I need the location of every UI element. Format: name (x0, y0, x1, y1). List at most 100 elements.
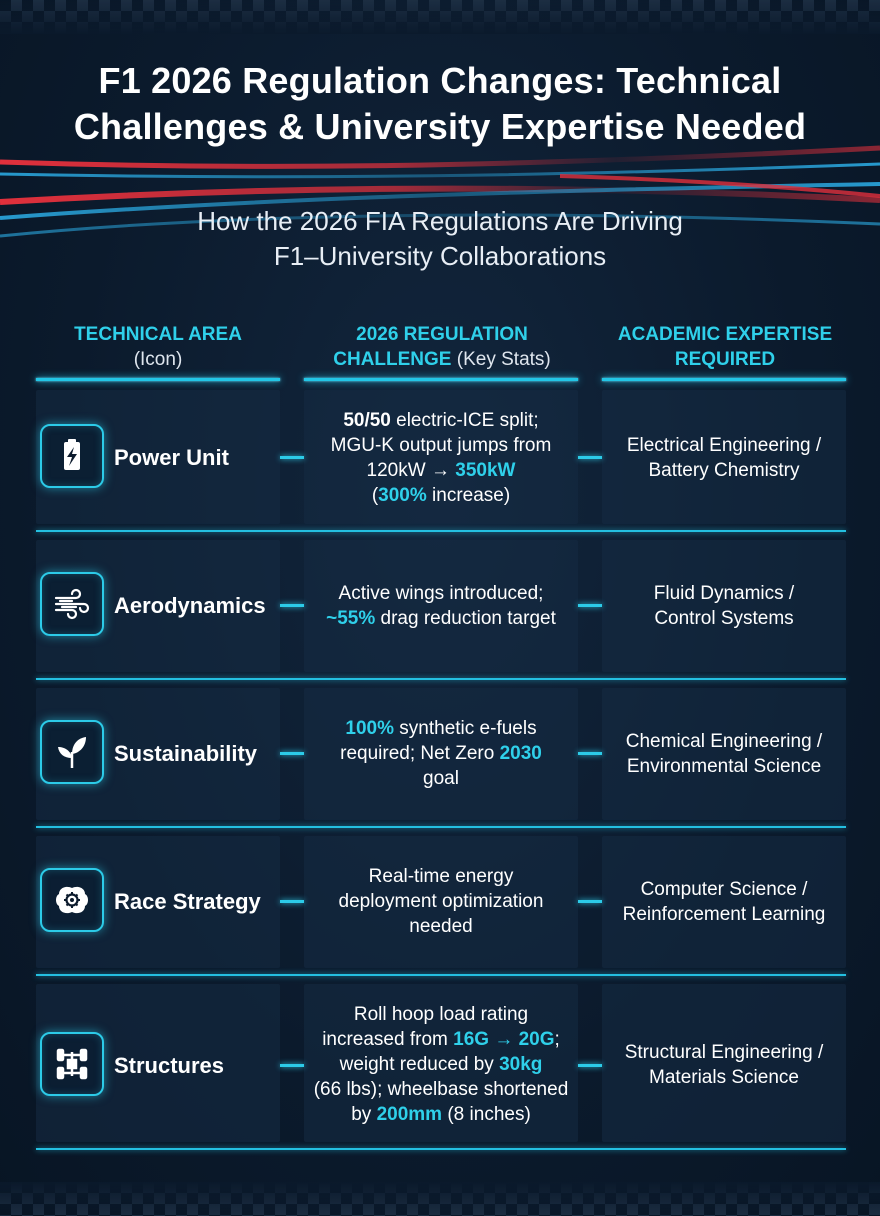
text-fragment: goal (423, 768, 459, 789)
row-expertise-text: Chemical Engineering / Environmental Sci… (604, 729, 844, 779)
stat-highlight: 200mm (376, 1104, 443, 1125)
row-divider (36, 974, 846, 976)
row-challenge-text: Active wings introduced; ~55% drag reduc… (306, 581, 576, 631)
row-area-label: Race Strategy (114, 889, 261, 914)
row-divider (36, 678, 846, 680)
connector-line (578, 456, 602, 459)
title-line-1: F1 2026 Regulation Changes: Technical (98, 60, 782, 101)
row-expertise-text: Electrical Engineering / Battery Chemist… (604, 433, 844, 483)
row-area-label: Power Unit (114, 445, 229, 470)
column-header-technical-area: TECHNICAL AREA (Icon) (36, 322, 280, 372)
text-fragment: increase) (426, 485, 511, 506)
cell-background (304, 984, 578, 1142)
chassis-icon (40, 1032, 104, 1096)
column-header-expertise-line2: REQUIRED (674, 349, 776, 370)
expertise-line: Battery Chemistry (648, 460, 800, 481)
text-fragment: (8 inches) (442, 1104, 531, 1125)
row-divider (36, 1148, 846, 1150)
column-header-area-note: (Icon) (133, 349, 183, 370)
header-underline-area (36, 378, 280, 381)
title-line-2: Challenges & University Expertise Needed (73, 106, 807, 147)
stat-highlight: 50/50 (343, 410, 391, 431)
subtitle-line-2: F1–University Collaborations (273, 241, 607, 271)
connector-line (280, 604, 304, 607)
column-header-challenge-line2: CHALLENGE (333, 349, 452, 370)
checkered-flag-pattern-bottom (0, 1182, 880, 1216)
connector-line (280, 900, 304, 903)
stat-highlight: 2030 (499, 743, 542, 764)
row-area-label: Aerodynamics (114, 593, 266, 618)
wind-icon (40, 572, 104, 636)
speed-streaks-decoration (0, 145, 880, 238)
subtitle: How the 2026 FIA Regulations Are Driving… (60, 204, 820, 274)
stat-highlight: 350kW (455, 460, 516, 481)
text-fragment: synthetic e-fuels (394, 718, 537, 739)
column-header-challenge-note: (Key Stats) (456, 349, 551, 370)
stat-highlight: 30kg (499, 1054, 543, 1075)
text-fragment: by (351, 1104, 377, 1125)
expertise-line: Materials Science (649, 1067, 799, 1088)
leaf-icon (40, 720, 104, 784)
cell-background (602, 688, 846, 820)
stat-highlight: ~55% (326, 608, 376, 629)
cell-background (304, 540, 578, 672)
table-row-structures: Structures Roll hoop load rating increas… (0, 984, 880, 1148)
header-underline-challenge (304, 378, 578, 381)
table-row-aerodynamics: Aerodynamics Active wings introduced; ~5… (0, 540, 880, 678)
row-divider (36, 826, 846, 828)
row-challenge-text: Real-time energy deployment optimization… (306, 864, 576, 939)
row-challenge-text: Roll hoop load rating increased from 16G… (306, 1002, 576, 1127)
text-fragment: ( (371, 485, 379, 506)
text-fragment: electric-ICE split; (390, 410, 539, 431)
column-header-challenge: 2026 REGULATION CHALLENGE (Key Stats) (306, 322, 578, 372)
row-challenge-text: 100% synthetic e-fuels required; Net Zer… (306, 716, 576, 791)
expertise-line: Electrical Engineering / (626, 435, 822, 456)
text-fragment: MGU-K output jumps from (330, 435, 552, 456)
expertise-line: Chemical Engineering / (625, 731, 823, 752)
stat-highlight: 300% (378, 485, 427, 506)
text-fragment: Real-time energy (368, 866, 514, 887)
text-fragment: required; Net Zero (340, 743, 500, 764)
row-expertise-text: Structural Engineering / Materials Scien… (604, 1040, 844, 1090)
expertise-line: Computer Science / (640, 879, 808, 900)
connector-line (578, 1064, 602, 1067)
text-fragment: (66 lbs); wheelbase shortened (313, 1079, 569, 1100)
stat-highlight: 100% (345, 718, 395, 739)
text-fragment: weight reduced by (339, 1054, 500, 1075)
stat-highlight: 16G → 20G (453, 1029, 555, 1050)
cell-background (602, 540, 846, 672)
row-expertise-text: Computer Science / Reinforcement Learnin… (604, 877, 844, 927)
row-area-label: Sustainability (114, 741, 258, 766)
text-fragment: needed (409, 916, 473, 937)
expertise-line: Structural Engineering / (624, 1042, 824, 1063)
column-header-expertise: ACADEMIC EXPERTISE REQUIRED (604, 322, 846, 372)
column-header-area-title: TECHNICAL AREA (74, 324, 242, 345)
page-title: F1 2026 Regulation Changes: Technical Ch… (20, 58, 860, 150)
table-row-sustainability: Sustainability 100% synthetic e-fuels re… (0, 688, 880, 826)
connector-line (280, 752, 304, 755)
checkered-flag-pattern-top (0, 0, 880, 34)
column-header-expertise-line1: ACADEMIC EXPERTISE (617, 324, 833, 345)
connector-line (280, 456, 304, 459)
connector-line (578, 900, 602, 903)
row-divider (36, 530, 846, 532)
text-fragment: drag reduction target (375, 608, 556, 629)
expertise-line: Environmental Science (626, 756, 822, 777)
text-fragment: increased from (322, 1029, 454, 1050)
cell-background (602, 836, 846, 968)
connector-line (578, 752, 602, 755)
text-fragment: ; (554, 1029, 560, 1050)
header-underline-expertise (602, 378, 846, 381)
row-area-label: Structures (114, 1053, 225, 1078)
subtitle-line-1: How the 2026 FIA Regulations Are Driving (197, 206, 683, 236)
cell-background (602, 390, 846, 524)
text-fragment: Active wings introduced; (338, 583, 544, 604)
cell-background (602, 984, 846, 1142)
text-fragment: Roll hoop load rating (353, 1004, 529, 1025)
cell-background (304, 390, 578, 524)
brain-icon (40, 868, 104, 932)
cell-background (304, 688, 578, 820)
table-row-power-unit: Power Unit 50/50 electric-ICE split; MGU… (0, 390, 880, 530)
cell-background (304, 836, 578, 968)
